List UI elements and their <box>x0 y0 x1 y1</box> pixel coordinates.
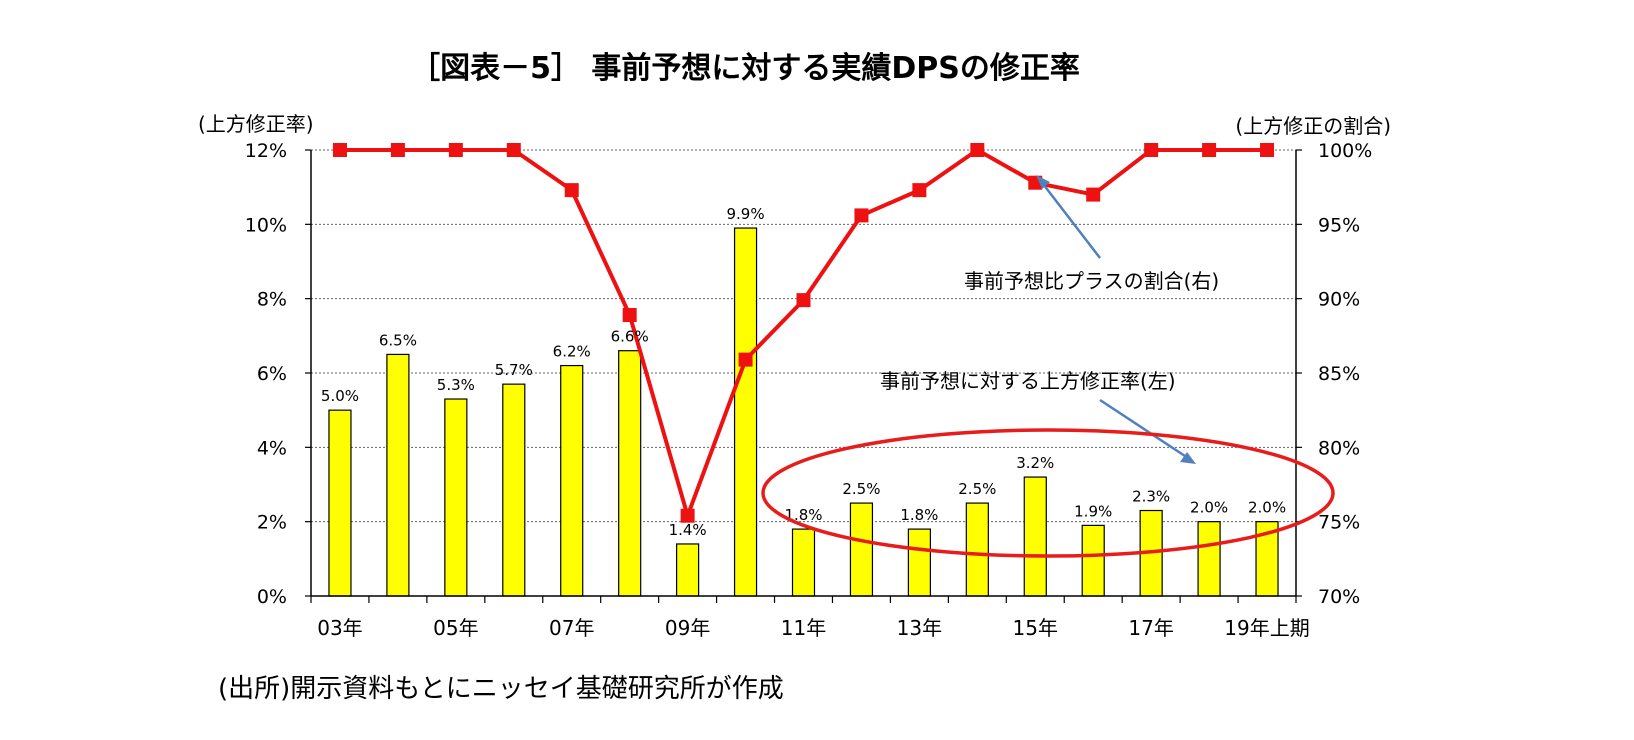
x-tick-label: 13年 <box>897 616 942 640</box>
source-note: (出所)開示資料もとにニッセイ基礎研究所が作成 <box>218 674 784 704</box>
bar-data-label: 2.3% <box>1132 488 1170 506</box>
bar-data-label: 2.5% <box>958 480 996 498</box>
bar <box>1197 521 1221 597</box>
line-marker <box>970 143 985 157</box>
bar-data-labels: 5.0% 6.5% 5.3% 5.7% 6.2% 6.6% 1.4% 9.9% 1.8% 2.5%… <box>321 205 1286 539</box>
bar-data-label: 1.4% <box>669 521 707 539</box>
x-tick-label: 09年 <box>665 616 710 640</box>
tick-labels: 0% 2% 4% 6% 8% 10% 12% 70% 75% 80% 85% 90% 95% 100% 03… <box>245 140 1373 640</box>
y-left-tick-label: 2% <box>257 512 287 534</box>
y-left-tick-label: 0% <box>257 586 287 608</box>
y-right-tick-label: 80% <box>1318 437 1360 459</box>
line-marker <box>1202 143 1217 157</box>
bar <box>560 364 584 597</box>
annotation-arrowhead-bar-series <box>1180 452 1196 464</box>
bar-data-label: 6.5% <box>379 331 417 349</box>
y-left-tick-label: 10% <box>245 214 287 236</box>
bar <box>618 350 642 597</box>
line-marker <box>680 508 695 523</box>
y-left-tick-label: 6% <box>257 363 287 385</box>
x-tick-label: 15年 <box>1013 616 1058 640</box>
line-marker <box>912 183 927 198</box>
chart-title: ［図表－5］ 事前予想に対する実績DPSの修正率 <box>410 51 1080 86</box>
annotation-line-series: 事前予想比プラスの割合(右) <box>964 269 1219 293</box>
bar <box>791 528 816 597</box>
y-right-tick-label: 90% <box>1318 289 1360 311</box>
y-left-axis-title: (上方修正率) <box>198 112 314 136</box>
x-tick-label: 17年 <box>1128 616 1173 640</box>
x-tick-label: 03年 <box>317 616 362 640</box>
line-series <box>332 143 1275 523</box>
bar <box>502 383 526 597</box>
line-marker <box>390 143 405 157</box>
line-marker <box>1260 143 1275 157</box>
line-marker <box>332 143 347 157</box>
line-marker <box>738 352 753 367</box>
annotation-arrow-bar-series <box>1099 398 1189 460</box>
highlight-ellipse <box>761 428 1335 558</box>
bar-data-label: 5.3% <box>437 376 475 394</box>
bar-data-label: 2.5% <box>842 480 880 498</box>
axes <box>305 149 1302 603</box>
line-marker <box>796 293 811 308</box>
bar-data-label: 5.7% <box>495 361 533 379</box>
line-marker <box>1144 143 1159 157</box>
bar <box>386 353 410 597</box>
bar-data-label: 6.2% <box>553 343 591 361</box>
line-marker <box>1086 187 1101 202</box>
bar <box>907 528 931 597</box>
y-right-axis-title: (上方修正の割合) <box>1235 114 1391 138</box>
bar-data-label: 1.9% <box>1074 502 1112 520</box>
bar-data-label: 5.0% <box>321 387 359 405</box>
x-tick-label: 07年 <box>549 616 594 640</box>
bar <box>733 227 758 597</box>
line-marker <box>564 183 579 198</box>
bar <box>328 409 352 597</box>
bar-data-label: 2.0% <box>1190 499 1228 517</box>
bar <box>444 398 468 597</box>
bar <box>676 543 700 597</box>
x-tick-label: 11年 <box>781 616 826 640</box>
bar <box>1081 524 1105 597</box>
y-right-tick-label: 100% <box>1318 140 1372 162</box>
y-right-tick-label: 85% <box>1318 363 1360 385</box>
bar-data-label: 2.0% <box>1248 499 1286 517</box>
y-left-tick-label: 4% <box>257 437 287 459</box>
bar <box>1023 476 1047 597</box>
bar <box>849 502 874 597</box>
bar-data-label: 9.9% <box>727 205 765 223</box>
bar-series <box>328 227 1279 597</box>
y-right-tick-label: 75% <box>1318 512 1360 534</box>
y-left-tick-label: 8% <box>257 289 287 311</box>
y-right-tick-label: 70% <box>1318 586 1360 608</box>
line-marker <box>854 208 869 223</box>
y-left-tick-label: 12% <box>245 140 287 162</box>
line-marker <box>448 143 463 157</box>
annotation-arrow-line-series <box>1039 179 1101 259</box>
bar-data-label: 6.6% <box>611 328 649 346</box>
bar <box>965 502 989 597</box>
x-tick-label: 19年上期 <box>1224 616 1309 640</box>
annotation-bar-series: 事前予想に対する上方修正率(左) <box>880 369 1176 393</box>
line-marker <box>506 143 521 157</box>
y-right-tick-label: 95% <box>1318 214 1360 236</box>
bar-data-label: 1.8% <box>900 506 938 524</box>
annotation-arrowhead-line-series <box>1036 175 1050 189</box>
bar-data-label: 1.8% <box>784 506 822 524</box>
bar-data-label: 3.2% <box>1016 454 1054 472</box>
x-tick-label: 05年 <box>433 616 478 640</box>
line-marker <box>622 308 637 323</box>
